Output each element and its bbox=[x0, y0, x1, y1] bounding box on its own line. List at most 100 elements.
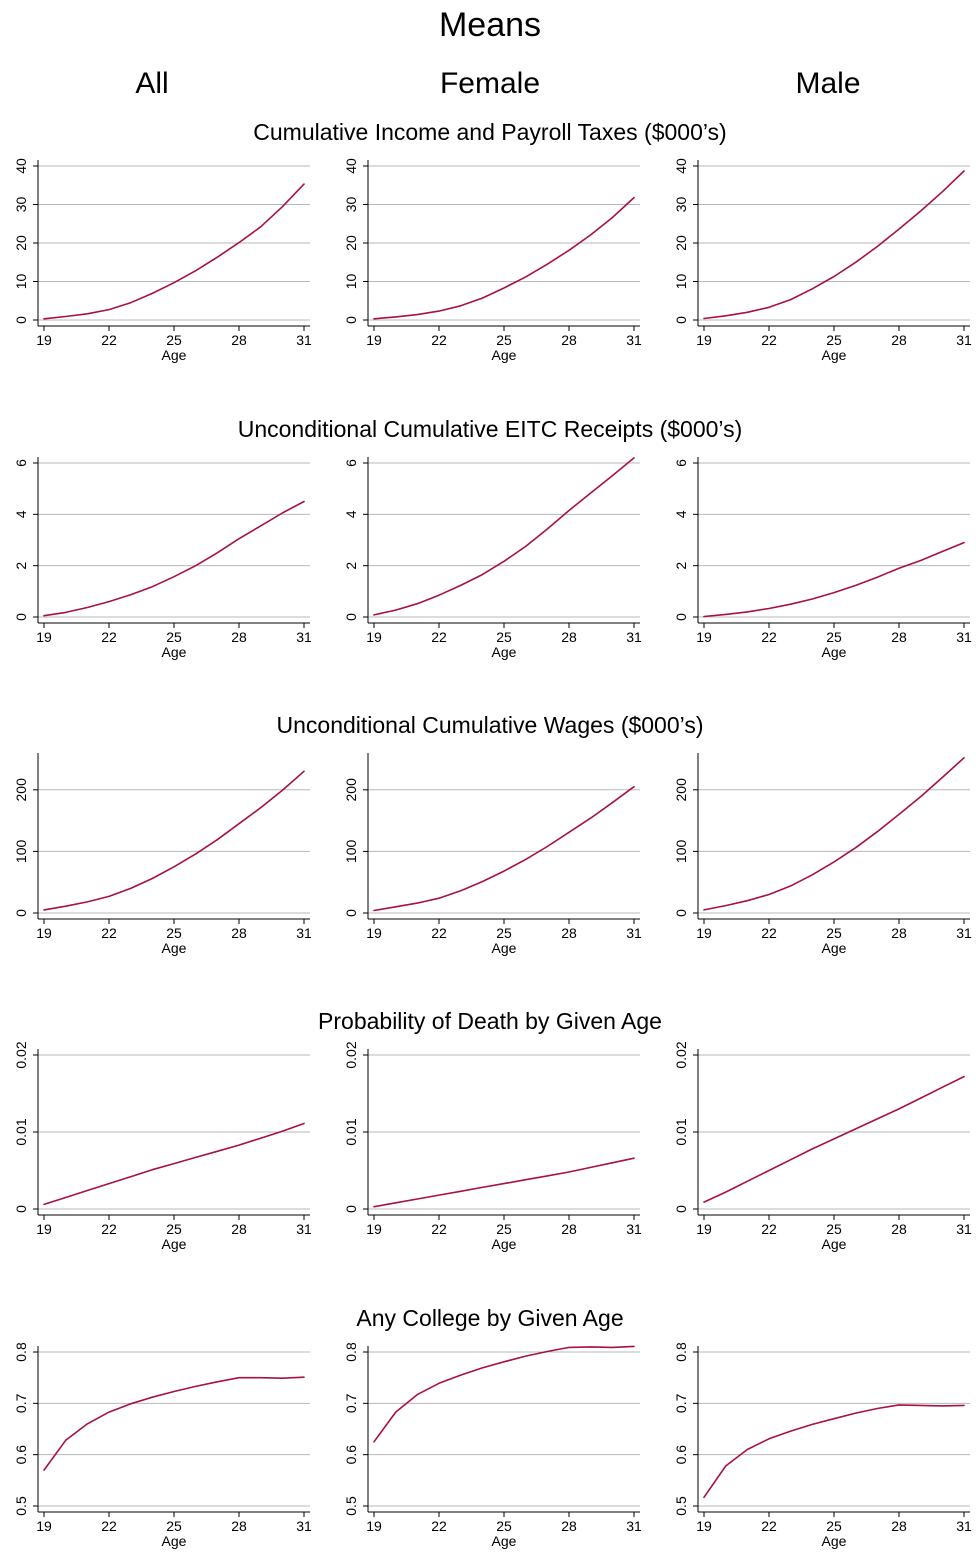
x-tick-label: 28 bbox=[561, 629, 577, 645]
x-tick-label: 19 bbox=[366, 332, 382, 348]
y-tick-label: 200 bbox=[673, 778, 689, 802]
row-title: Probability of Death by Given Age bbox=[318, 1008, 662, 1034]
x-tick-label: 31 bbox=[626, 629, 642, 645]
x-tick-label: 28 bbox=[891, 332, 907, 348]
y-tick-label: 0.5 bbox=[673, 1496, 689, 1516]
x-tick-label: 22 bbox=[761, 1221, 777, 1237]
y-tick-label: 0.01 bbox=[673, 1118, 689, 1145]
x-tick-label: 19 bbox=[36, 629, 52, 645]
x-tick-label: 19 bbox=[696, 925, 712, 941]
x-tick-label: 19 bbox=[696, 332, 712, 348]
x-tick-label: 28 bbox=[891, 1518, 907, 1534]
x-axis-title: Age bbox=[492, 1236, 517, 1252]
y-tick-label: 40 bbox=[673, 158, 689, 174]
y-tick-label: 0.7 bbox=[673, 1393, 689, 1413]
x-tick-label: 31 bbox=[296, 1221, 312, 1237]
x-axis-title: Age bbox=[162, 644, 187, 660]
x-tick-label: 19 bbox=[696, 629, 712, 645]
x-tick-label: 31 bbox=[296, 629, 312, 645]
y-tick-label: 200 bbox=[343, 778, 359, 802]
y-tick-label: 0 bbox=[673, 613, 689, 621]
x-tick-label: 25 bbox=[826, 1518, 842, 1534]
series-line-female bbox=[373, 1345, 635, 1443]
x-tick-label: 22 bbox=[101, 332, 117, 348]
x-tick-label: 28 bbox=[561, 1518, 577, 1534]
panel-male: 0 0.01 0.02 19 22 25 28 31 Age bbox=[673, 1041, 972, 1252]
y-tick-label: 0.8 bbox=[673, 1342, 689, 1362]
x-tick-label: 28 bbox=[561, 1221, 577, 1237]
y-tick-label: 200 bbox=[13, 778, 29, 802]
series-line-female bbox=[373, 457, 635, 616]
x-tick-label: 25 bbox=[496, 1221, 512, 1237]
panel-male: 0 10 20 30 40 19 22 25 28 31 Age bbox=[673, 158, 972, 363]
series-line-all bbox=[43, 500, 305, 617]
y-tick-label: 30 bbox=[343, 197, 359, 213]
x-tick-label: 22 bbox=[761, 925, 777, 941]
y-tick-label: 0.01 bbox=[13, 1118, 29, 1145]
x-tick-label: 31 bbox=[626, 1221, 642, 1237]
row-title: Unconditional Cumulative Wages ($000’s) bbox=[277, 712, 704, 738]
y-tick-label: 0 bbox=[673, 316, 689, 324]
y-tick-label: 0 bbox=[343, 316, 359, 324]
y-tick-label: 20 bbox=[343, 235, 359, 251]
y-tick-label: 100 bbox=[673, 840, 689, 864]
x-tick-label: 22 bbox=[761, 332, 777, 348]
x-tick-label: 19 bbox=[696, 1221, 712, 1237]
x-tick-label: 22 bbox=[101, 925, 117, 941]
x-tick-label: 31 bbox=[956, 332, 972, 348]
y-tick-label: 0.01 bbox=[343, 1118, 359, 1145]
x-tick-label: 25 bbox=[496, 925, 512, 941]
y-tick-label: 4 bbox=[673, 510, 689, 518]
x-tick-label: 31 bbox=[296, 925, 312, 941]
y-tick-label: 100 bbox=[13, 840, 29, 864]
x-axis-title: Age bbox=[492, 347, 517, 363]
y-tick-label: 2 bbox=[13, 562, 29, 570]
y-tick-label: 0.7 bbox=[13, 1393, 29, 1413]
panel-female: 0 2 4 6 19 22 25 28 31 Age bbox=[343, 457, 642, 660]
x-tick-label: 28 bbox=[231, 629, 247, 645]
y-tick-label: 0.6 bbox=[673, 1445, 689, 1465]
y-tick-label: 10 bbox=[673, 274, 689, 290]
series-line-male bbox=[703, 1404, 965, 1499]
panel-female: 0 10 20 30 40 19 22 25 28 31 Age bbox=[343, 158, 642, 363]
y-tick-label: 0 bbox=[673, 1205, 689, 1213]
x-axis-title: Age bbox=[822, 1236, 847, 1252]
y-tick-label: 0.8 bbox=[343, 1342, 359, 1362]
y-tick-label: 10 bbox=[343, 274, 359, 290]
x-tick-label: 19 bbox=[366, 1518, 382, 1534]
panel-female: 0.5 0.6 0.7 0.8 19 22 25 28 31 Age bbox=[343, 1342, 642, 1549]
x-tick-label: 31 bbox=[956, 925, 972, 941]
y-tick-label: 40 bbox=[13, 158, 29, 174]
x-tick-label: 25 bbox=[166, 1221, 182, 1237]
x-tick-label: 22 bbox=[431, 629, 447, 645]
panel-male: 0 100 200 19 22 25 28 31 Age bbox=[673, 753, 972, 956]
x-axis-title: Age bbox=[162, 1236, 187, 1252]
y-tick-label: 0.02 bbox=[13, 1041, 29, 1068]
series-line-all bbox=[43, 1122, 305, 1206]
series-line-male bbox=[703, 1075, 965, 1203]
x-tick-label: 22 bbox=[101, 629, 117, 645]
x-tick-label: 28 bbox=[561, 332, 577, 348]
series-line-male bbox=[703, 541, 965, 618]
x-tick-label: 25 bbox=[166, 629, 182, 645]
column-title-all: All bbox=[135, 67, 168, 100]
x-tick-label: 31 bbox=[956, 629, 972, 645]
x-tick-label: 25 bbox=[166, 925, 182, 941]
y-tick-label: 2 bbox=[673, 562, 689, 570]
y-tick-label: 100 bbox=[343, 840, 359, 864]
x-tick-label: 22 bbox=[431, 332, 447, 348]
y-tick-label: 0 bbox=[343, 613, 359, 621]
x-axis-title: Age bbox=[822, 1533, 847, 1549]
y-tick-label: 2 bbox=[343, 562, 359, 570]
x-tick-label: 25 bbox=[826, 332, 842, 348]
y-tick-label: 0 bbox=[673, 909, 689, 917]
x-tick-label: 31 bbox=[956, 1221, 972, 1237]
x-tick-label: 28 bbox=[231, 1221, 247, 1237]
y-tick-label: 0 bbox=[13, 1205, 29, 1213]
x-tick-label: 25 bbox=[826, 629, 842, 645]
x-tick-label: 25 bbox=[166, 332, 182, 348]
row-title: Any College by Given Age bbox=[356, 1305, 623, 1331]
panel-all: 0 0.01 0.02 19 22 25 28 31 Age bbox=[13, 1041, 312, 1252]
y-tick-label: 0 bbox=[13, 909, 29, 917]
